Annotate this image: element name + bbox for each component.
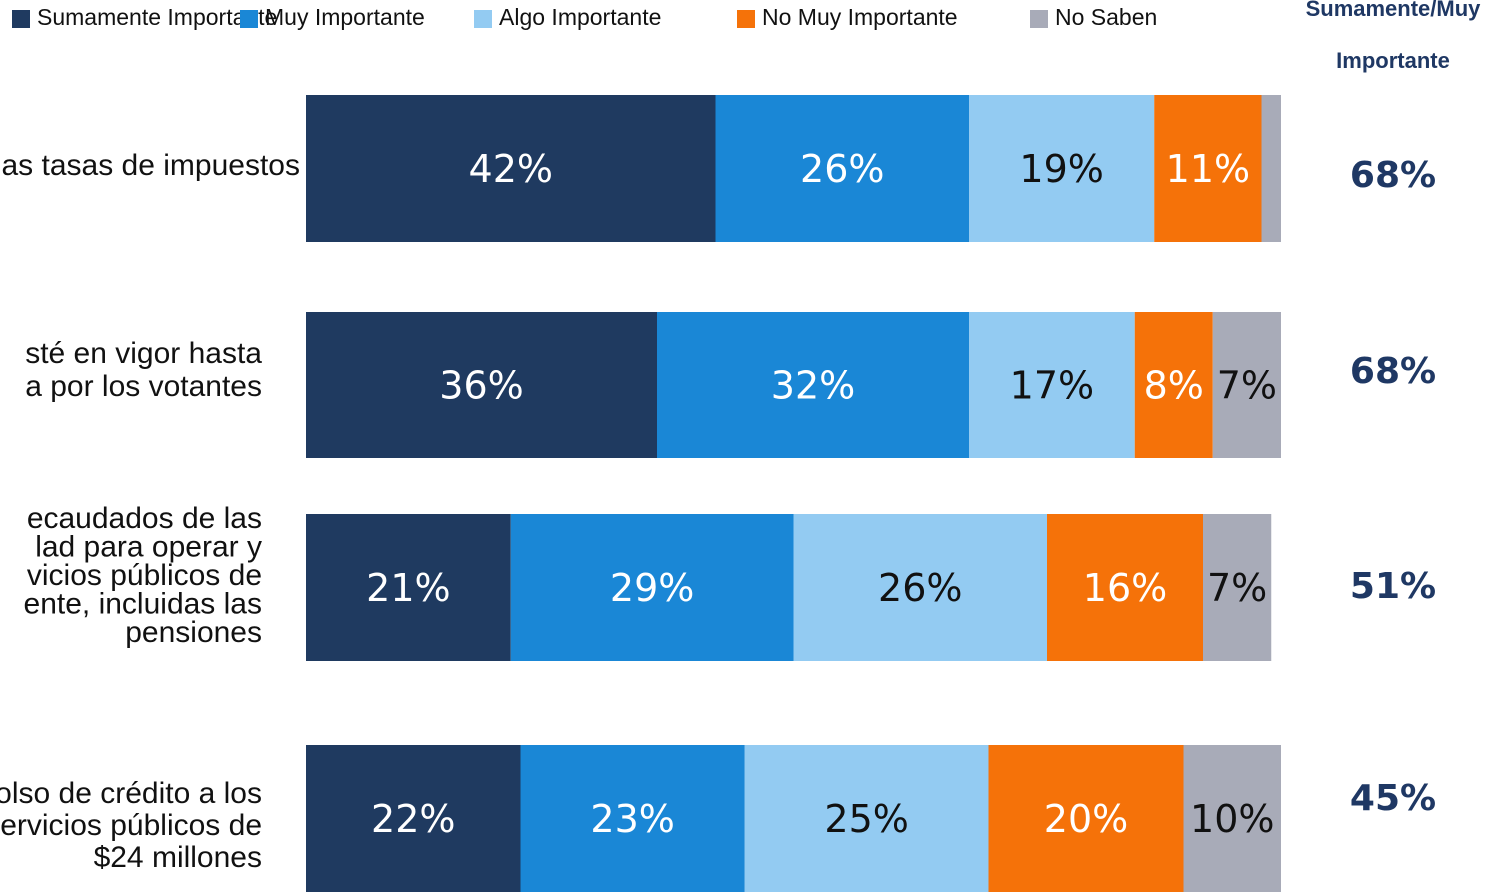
totals-header: Importante xyxy=(1336,48,1450,73)
data-label: 20% xyxy=(1044,797,1128,841)
category-label: lad para operar y xyxy=(35,530,262,563)
data-label: 42% xyxy=(469,147,553,191)
data-label: 21% xyxy=(366,566,450,610)
totals-header: Sumamente/Muy xyxy=(1306,0,1482,21)
legend-swatch xyxy=(240,10,258,28)
bar-segment xyxy=(1203,514,1272,661)
category-label: $24 millones xyxy=(94,841,262,874)
legend-label: Sumamente Importante xyxy=(37,4,277,30)
legend-swatch xyxy=(1030,10,1048,28)
legend-swatch xyxy=(474,10,492,28)
bar-segment xyxy=(510,514,794,661)
legend-label: Muy Importante xyxy=(265,4,425,30)
data-label: 17% xyxy=(1010,364,1094,408)
data-label: 19% xyxy=(1019,147,1103,191)
data-label: 26% xyxy=(878,566,962,610)
data-label: 25% xyxy=(824,797,908,841)
bar-segment xyxy=(793,514,1047,661)
bar-segment xyxy=(715,95,969,242)
category-label: ecaudados de las xyxy=(27,502,262,535)
bar-segment xyxy=(969,312,1135,458)
data-label: 8% xyxy=(1144,364,1204,408)
data-label: 36% xyxy=(439,364,523,408)
data-label: 32% xyxy=(771,364,855,408)
data-label: 22% xyxy=(371,797,455,841)
legend-swatch xyxy=(737,10,755,28)
total-label: 68% xyxy=(1350,155,1436,196)
bar-segment xyxy=(1261,95,1281,242)
bar-segment xyxy=(744,745,989,892)
bar-segment xyxy=(1212,312,1281,458)
legend-label: No Muy Importante xyxy=(762,4,958,30)
data-label: 11% xyxy=(1166,147,1250,191)
data-label: 29% xyxy=(610,566,694,610)
category-label: pensiones xyxy=(125,616,262,649)
bar-segment xyxy=(520,745,745,892)
data-label: 10% xyxy=(1190,797,1274,841)
bar-segment xyxy=(988,745,1184,892)
category-label: ervicios públicos de xyxy=(0,809,262,842)
bar-segment xyxy=(306,745,521,892)
category-label: a por los votantes xyxy=(25,370,262,403)
bar-segment xyxy=(657,312,969,458)
legend-label: No Saben xyxy=(1055,4,1157,30)
bar-segment xyxy=(1047,514,1203,661)
category-label: ente, incluidas las xyxy=(24,587,262,620)
data-label: 16% xyxy=(1083,566,1167,610)
bar-segment xyxy=(1154,95,1262,242)
category-label: as tasas de impuestos xyxy=(2,149,301,182)
bar-segment xyxy=(306,514,511,661)
bar-segment xyxy=(1183,745,1281,892)
total-label: 68% xyxy=(1350,351,1436,392)
data-label: 7% xyxy=(1217,364,1277,408)
data-label: 23% xyxy=(590,797,674,841)
bar-segment xyxy=(306,312,657,458)
category-label: olso de crédito a los xyxy=(0,777,262,810)
bar-segment xyxy=(969,95,1155,242)
data-label: 7% xyxy=(1207,566,1267,610)
legend-label: Algo Importante xyxy=(499,4,661,30)
legend-swatch xyxy=(12,10,30,28)
category-label: vicios públicos de xyxy=(27,559,262,592)
total-label: 51% xyxy=(1350,566,1436,607)
bar-segment xyxy=(306,95,716,242)
total-label: 45% xyxy=(1350,778,1436,819)
bar-segment xyxy=(1134,312,1213,458)
category-label: sté en vigor hasta xyxy=(25,337,262,370)
data-label: 26% xyxy=(800,147,884,191)
